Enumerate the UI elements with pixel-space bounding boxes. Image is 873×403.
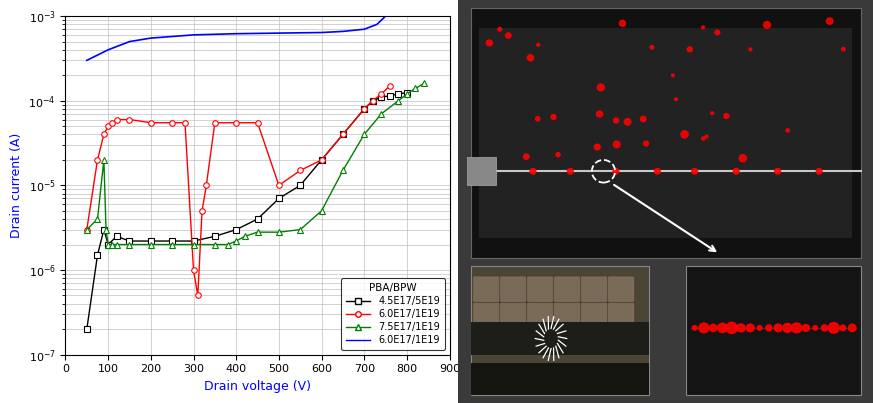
Circle shape — [486, 40, 492, 46]
Circle shape — [705, 135, 708, 138]
Circle shape — [650, 46, 654, 49]
Circle shape — [691, 168, 698, 174]
Circle shape — [692, 326, 697, 330]
Bar — [467, 157, 496, 185]
Circle shape — [551, 114, 556, 120]
Bar — [471, 8, 861, 258]
Circle shape — [827, 18, 833, 24]
Circle shape — [595, 144, 601, 150]
Circle shape — [527, 55, 533, 61]
Circle shape — [498, 27, 502, 31]
Circle shape — [702, 26, 705, 29]
Circle shape — [840, 325, 846, 331]
FancyBboxPatch shape — [526, 276, 553, 302]
Circle shape — [655, 168, 660, 174]
Circle shape — [614, 118, 619, 123]
Circle shape — [849, 324, 856, 332]
Circle shape — [715, 30, 719, 35]
Circle shape — [675, 98, 677, 100]
FancyBboxPatch shape — [499, 302, 526, 328]
Circle shape — [737, 324, 746, 332]
Circle shape — [813, 326, 817, 330]
Circle shape — [710, 324, 717, 332]
Circle shape — [786, 129, 789, 132]
Circle shape — [681, 131, 688, 138]
FancyBboxPatch shape — [473, 302, 499, 328]
Circle shape — [828, 322, 839, 333]
FancyBboxPatch shape — [553, 302, 581, 328]
Bar — [471, 322, 650, 355]
Circle shape — [641, 116, 646, 122]
Circle shape — [816, 168, 822, 174]
Circle shape — [726, 322, 738, 333]
Bar — [686, 266, 861, 395]
Circle shape — [620, 20, 626, 26]
Circle shape — [783, 323, 792, 332]
Circle shape — [535, 117, 540, 121]
FancyBboxPatch shape — [526, 302, 553, 328]
Circle shape — [537, 44, 540, 46]
FancyBboxPatch shape — [553, 276, 581, 302]
Legend: 4.5E17/5E19, 6.0E17/1E19, 7.5E17/1E19, 6.0E17/1E19: 4.5E17/5E19, 6.0E17/1E19, 7.5E17/1E19, 6… — [341, 278, 444, 350]
X-axis label: Drain voltage (V): Drain voltage (V) — [204, 380, 311, 393]
Circle shape — [505, 33, 511, 38]
Circle shape — [711, 112, 713, 114]
Circle shape — [802, 324, 809, 331]
Circle shape — [613, 168, 619, 174]
Circle shape — [792, 323, 801, 333]
FancyBboxPatch shape — [608, 302, 635, 328]
Circle shape — [567, 168, 574, 174]
FancyBboxPatch shape — [608, 276, 635, 302]
Circle shape — [597, 84, 604, 91]
Circle shape — [821, 325, 828, 331]
Circle shape — [718, 323, 727, 332]
Circle shape — [671, 74, 674, 77]
Circle shape — [842, 48, 845, 51]
Circle shape — [596, 111, 602, 117]
Bar — [479, 28, 852, 238]
Circle shape — [556, 153, 560, 157]
Circle shape — [757, 326, 762, 330]
Y-axis label: Drain current (A): Drain current (A) — [10, 133, 23, 238]
Circle shape — [749, 48, 752, 51]
Circle shape — [614, 141, 620, 147]
Circle shape — [746, 324, 754, 332]
Circle shape — [524, 154, 529, 160]
Circle shape — [724, 114, 729, 118]
Bar — [471, 266, 650, 395]
Circle shape — [774, 168, 780, 174]
Circle shape — [733, 168, 739, 174]
Circle shape — [702, 137, 705, 140]
Circle shape — [766, 325, 772, 331]
Circle shape — [643, 141, 649, 146]
FancyBboxPatch shape — [581, 302, 608, 328]
Circle shape — [624, 118, 631, 125]
Circle shape — [699, 323, 709, 333]
Circle shape — [764, 21, 771, 28]
Circle shape — [739, 155, 746, 162]
FancyBboxPatch shape — [581, 276, 608, 302]
Circle shape — [530, 168, 536, 174]
Circle shape — [774, 324, 782, 332]
FancyBboxPatch shape — [499, 276, 526, 302]
FancyBboxPatch shape — [473, 276, 499, 302]
Bar — [471, 363, 650, 395]
Circle shape — [687, 47, 692, 52]
